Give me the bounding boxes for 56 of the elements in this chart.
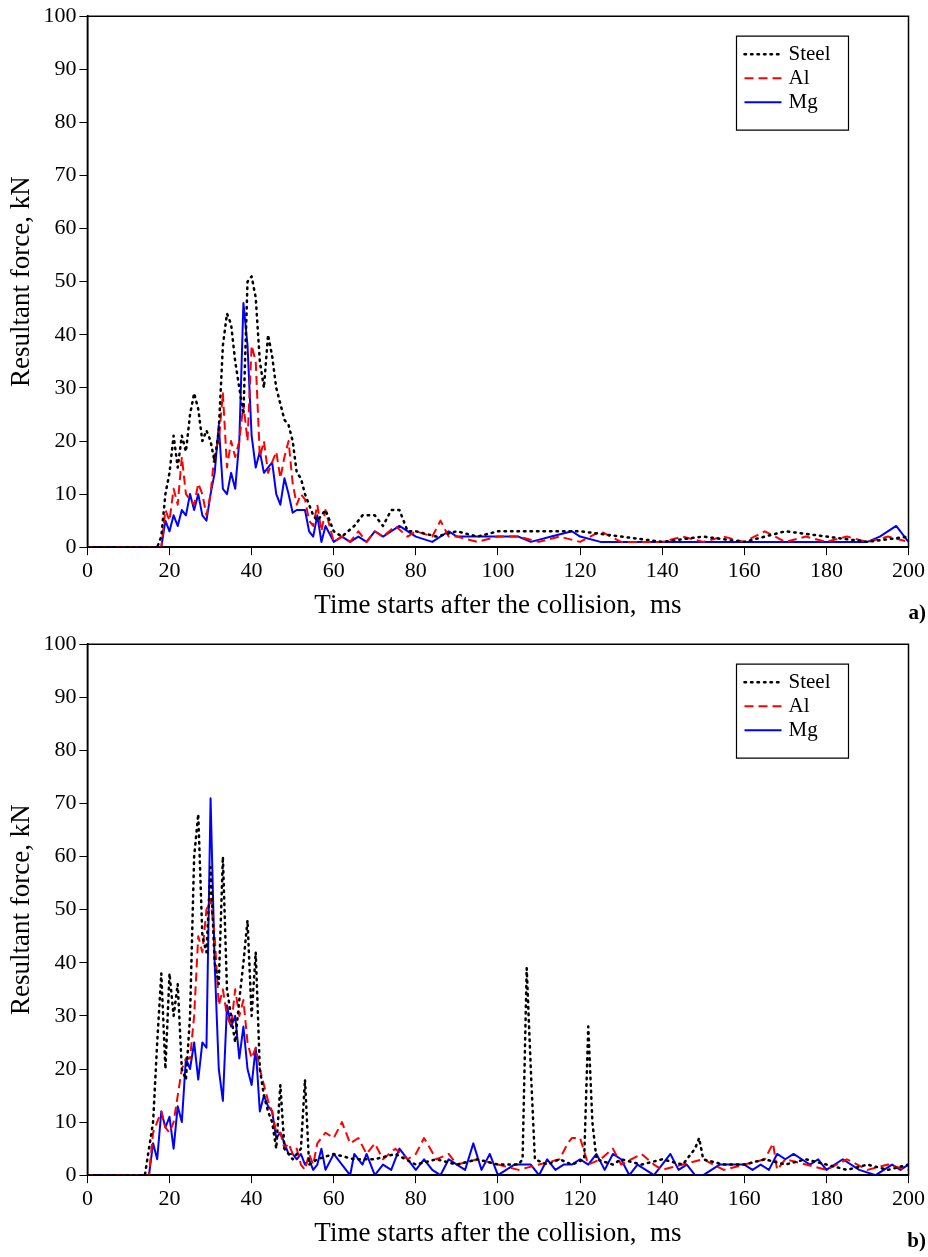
y-tick-label: 70 — [54, 789, 77, 815]
x-tick-label: 80 — [404, 1185, 427, 1211]
x-tick-label: 200 — [892, 1185, 925, 1211]
x-tick-label: 120 — [563, 557, 597, 583]
x-tick-label: 160 — [727, 557, 761, 583]
y-axis-title: Resultant force, kN — [5, 804, 36, 1016]
x-tick-label: 20 — [158, 1185, 181, 1211]
x-tick-label: 180 — [809, 1185, 843, 1211]
text: b) — [907, 1227, 926, 1252]
x-tick-label: 160 — [727, 1185, 761, 1211]
y-tick-label: 70 — [54, 161, 77, 187]
y-tick-label: 20 — [54, 426, 77, 452]
text: a) — [908, 599, 926, 624]
y-tick-label: 90 — [54, 683, 77, 709]
y-tick-label: 10 — [54, 479, 77, 505]
y-tick-label: 30 — [54, 1001, 77, 1027]
legend-label: Al — [788, 692, 810, 717]
x-tick-label: 20 — [158, 557, 181, 583]
y-tick-label: 100 — [43, 1, 77, 27]
y-tick-label: 40 — [54, 320, 77, 346]
y-axis-title: Resultant force, kN — [5, 176, 36, 388]
y-tick-label: 0 — [65, 532, 77, 558]
legend-label: Al — [788, 64, 810, 89]
x-axis-title: Time starts after the collision, ms — [314, 1216, 682, 1247]
y-tick-label: 60 — [54, 842, 77, 868]
y-tick-label: 20 — [54, 1054, 77, 1080]
y-tick-label: 90 — [54, 55, 77, 81]
legend-label: Mg — [788, 716, 819, 741]
x-tick-label: 60 — [322, 557, 345, 583]
x-tick-label: 140 — [645, 1185, 679, 1211]
y-tick-label: 50 — [54, 895, 77, 921]
legend-label: Steel — [788, 40, 831, 65]
y-tick-label: 30 — [54, 373, 77, 399]
x-tick-label: 120 — [563, 1185, 597, 1211]
x-tick-label: 80 — [404, 557, 427, 583]
x-tick-label: 40 — [240, 557, 263, 583]
x-axis-title: Time starts after the collision, ms — [314, 588, 682, 619]
y-tick-label: 80 — [54, 736, 77, 762]
y-tick-label: 50 — [54, 267, 77, 293]
y-tick-label: 40 — [54, 948, 77, 974]
x-tick-label: 0 — [81, 557, 93, 583]
y-tick-label: 60 — [54, 214, 77, 240]
y-tick-label: 80 — [54, 108, 77, 134]
x-tick-label: 180 — [809, 557, 843, 583]
y-tick-label: 100 — [43, 629, 77, 655]
x-tick-label: 60 — [322, 1185, 345, 1211]
y-tick-label: 0 — [65, 1160, 77, 1186]
x-tick-label: 100 — [481, 557, 515, 583]
x-tick-label: 200 — [892, 557, 925, 583]
x-tick-label: 140 — [645, 557, 679, 583]
legend-label: Mg — [788, 88, 819, 113]
x-tick-label: 100 — [481, 1185, 515, 1211]
x-tick-label: 0 — [81, 1185, 93, 1211]
legend-label: Steel — [788, 668, 831, 693]
x-tick-label: 40 — [240, 1185, 263, 1211]
y-tick-label: 10 — [54, 1107, 77, 1133]
